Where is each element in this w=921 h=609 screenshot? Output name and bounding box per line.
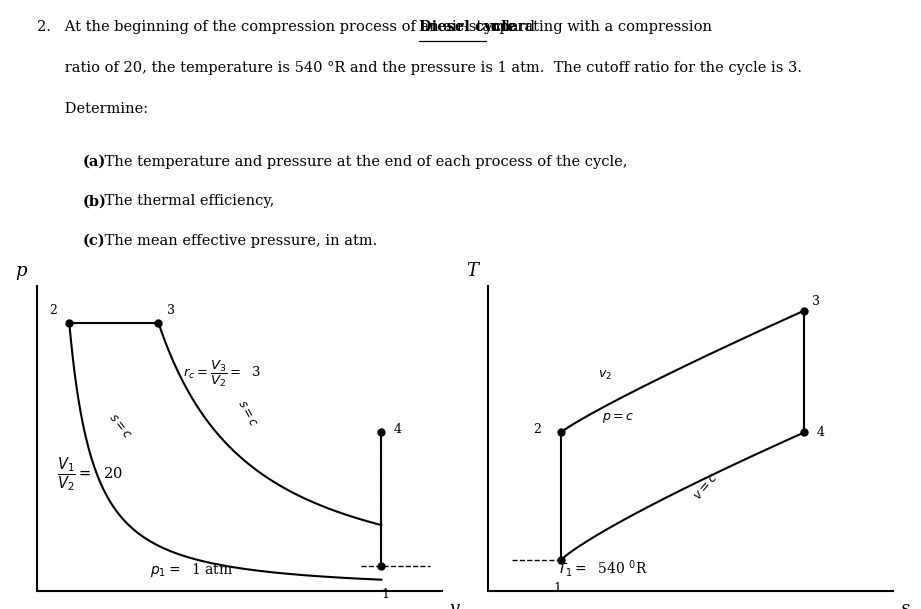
Text: $v=c$: $v=c$ <box>691 470 721 502</box>
Text: Diesel cycle: Diesel cycle <box>419 21 516 35</box>
Y-axis label: p: p <box>15 262 27 280</box>
Text: operating with a compression: operating with a compression <box>486 21 712 35</box>
Text: The thermal efficiency,: The thermal efficiency, <box>99 194 274 208</box>
Text: $s=c$: $s=c$ <box>106 410 134 442</box>
Text: Determine:: Determine: <box>37 102 148 116</box>
Text: ratio of 20, the temperature is 540 °R and the pressure is 1 atm.  The cutoff ra: ratio of 20, the temperature is 540 °R a… <box>37 62 802 76</box>
X-axis label: v: v <box>449 600 460 609</box>
Text: $T_1=$  540 $^0$R: $T_1=$ 540 $^0$R <box>557 558 648 579</box>
Text: The mean effective pressure, in atm.: The mean effective pressure, in atm. <box>99 234 377 248</box>
Text: 1: 1 <box>381 588 390 600</box>
Text: 2.   At the beginning of the compression process of an air-standard: 2. At the beginning of the compression p… <box>37 21 540 35</box>
Text: 3: 3 <box>812 295 821 308</box>
Text: $r_c=\dfrac{V_3}{V_2}=$  3: $r_c=\dfrac{V_3}{V_2}=$ 3 <box>182 359 261 389</box>
Text: 3: 3 <box>167 304 174 317</box>
Text: $v_2$: $v_2$ <box>598 368 612 382</box>
X-axis label: s: s <box>901 600 910 609</box>
Text: 4: 4 <box>816 426 824 439</box>
Text: $p=c$: $p=c$ <box>601 411 634 425</box>
Text: 2: 2 <box>49 304 57 317</box>
Text: 4: 4 <box>393 423 402 436</box>
Text: (b): (b) <box>83 194 107 208</box>
Text: 1: 1 <box>553 582 561 594</box>
Text: (c): (c) <box>83 234 106 248</box>
Text: $\dfrac{V_1}{V_2}=$  20: $\dfrac{V_1}{V_2}=$ 20 <box>57 455 122 493</box>
Text: 2: 2 <box>533 423 541 436</box>
Text: $s=c$: $s=c$ <box>236 398 261 429</box>
Text: (a): (a) <box>83 155 106 169</box>
Text: $p_1=$  1 atm: $p_1=$ 1 atm <box>150 561 234 579</box>
Text: The temperature and pressure at the end of each process of the cycle,: The temperature and pressure at the end … <box>99 155 627 169</box>
Y-axis label: T: T <box>466 262 478 280</box>
